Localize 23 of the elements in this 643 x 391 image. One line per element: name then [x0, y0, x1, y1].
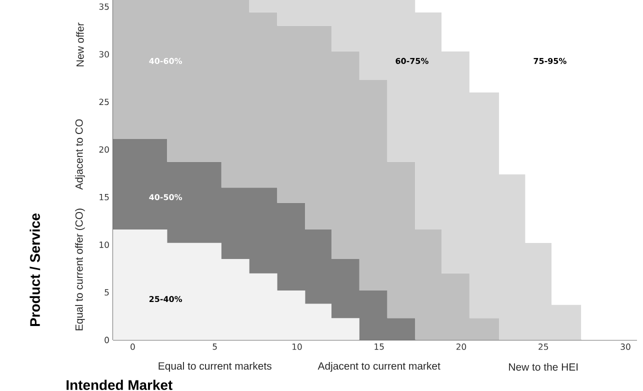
x-tick-label: 5 [212, 344, 217, 350]
y-tick-label: 20 [99, 146, 109, 153]
x-axis-title: Intended Market [66, 380, 172, 390]
x-tick-label: 25 [538, 344, 548, 350]
text: Adjacent to current market [318, 362, 440, 372]
y-tick-label: 10 [100, 242, 109, 248]
text: New offer [76, 22, 84, 66]
y-tick-label: 25 [99, 98, 109, 106]
y-axis-title: Product / Service [30, 213, 40, 326]
x-tick-label: 30 [620, 344, 630, 350]
text: Equal to current markets [158, 362, 272, 372]
y-tick-label: 30 [99, 51, 109, 58]
x-tick-label: 10 [292, 344, 302, 350]
y-tick-label: 5 [104, 289, 109, 296]
text: Adjacent to CO [75, 119, 85, 190]
y-tick-label: 0 [104, 336, 109, 344]
x-tick-label: 0 [130, 344, 135, 350]
y-tick-label: 15 [100, 194, 109, 200]
text: Equal to current offer (CO) [75, 208, 85, 330]
text: New to the HEI [509, 363, 578, 371]
x-tick-label: 15 [374, 344, 384, 350]
x-tick-label: 20 [456, 344, 466, 350]
y-tick-label: 35 [99, 3, 109, 10]
